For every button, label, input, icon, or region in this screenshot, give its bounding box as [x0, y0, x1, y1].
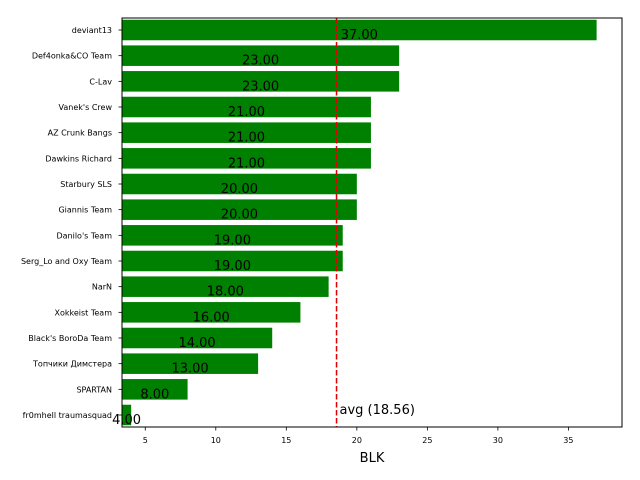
bar: [122, 148, 371, 169]
bar: [122, 19, 597, 41]
x-tick-label: 10: [211, 436, 221, 445]
bar-value-label: 16.00: [193, 310, 230, 325]
bar-value-label: 18.00: [207, 285, 244, 300]
value-labels-layer: 37.00 23.00 23.00 21.00 21.00 21.00 20.00 20.00…: [112, 28, 378, 428]
bar: [122, 379, 188, 400]
y-tick-label: AZ Crunk Bangs: [48, 129, 112, 138]
y-axis-ticks: deviant13 Def4onka&CO Team C-Lav Vanek's Cr…: [21, 26, 122, 420]
x-tick-label: 5: [143, 436, 148, 445]
plot-frame: [121, 17, 623, 428]
bar-value-label: 19.00: [214, 259, 251, 274]
bar: [122, 71, 400, 92]
bar-value-label: 20.00: [221, 182, 258, 197]
x-axis-ticks: 5 10 15 20 25 30 35: [143, 427, 573, 445]
y-tick-label: Dawkins Richard: [45, 154, 112, 163]
y-tick-label: Vanek's Crew: [59, 103, 113, 112]
bar-value-label: 21.00: [228, 156, 265, 171]
bar-value-label: 4.00: [112, 413, 141, 428]
bar-value-label: 21.00: [228, 131, 265, 146]
y-tick-label: Starbury SLS: [60, 180, 112, 189]
y-tick-label: Danilo's Team: [56, 231, 112, 240]
x-tick-label: 15: [281, 436, 291, 445]
y-tick-label: Def4onka&CO Team: [32, 52, 112, 61]
bar: [122, 45, 400, 66]
x-tick-label: 30: [493, 436, 503, 445]
bar: [122, 276, 329, 297]
bar-value-label: 23.00: [242, 54, 279, 69]
y-tick-label: Xokkeist Team: [55, 308, 113, 317]
bar: [122, 327, 273, 349]
bar-value-label: 20.00: [221, 208, 258, 223]
x-tick-label: 25: [422, 436, 432, 445]
y-tick-label: Топчики Димстера: [32, 360, 112, 369]
bar-value-label: 21.00: [228, 105, 265, 120]
bar: [122, 122, 371, 143]
bar-value-label: 8.00: [140, 387, 169, 402]
y-tick-label: SPARTAN: [76, 385, 112, 394]
bar: [122, 199, 357, 220]
bar: [122, 225, 343, 246]
y-tick-label: Serg_Lo and Oxy Team: [21, 257, 112, 266]
bar: [122, 173, 357, 195]
bar-value-label: 13.00: [171, 362, 208, 377]
bar-value-label: 19.00: [214, 233, 251, 248]
bar: [122, 302, 301, 323]
y-tick-label: Black's BoroDa Team: [28, 334, 112, 343]
bar-value-label: 37.00: [341, 28, 378, 43]
y-tick-label: deviant13: [72, 26, 112, 35]
average-label: avg (18.56): [340, 403, 415, 418]
bar: [122, 353, 259, 374]
bar: [122, 250, 343, 272]
x-tick-label: 20: [352, 436, 362, 445]
x-tick-label: 35: [563, 436, 573, 445]
y-tick-label: Giannis Team: [58, 206, 112, 215]
y-tick-label: NarN: [92, 283, 112, 292]
x-axis-title: BLK: [360, 451, 385, 466]
bar: [122, 96, 371, 118]
bars-layer: [122, 19, 597, 426]
y-tick-label: C-Lav: [89, 77, 112, 86]
bar: [122, 404, 132, 426]
bar-value-label: 23.00: [242, 79, 279, 94]
y-tick-label: fr0mhell traumasquad: [23, 411, 112, 420]
bar-value-label: 14.00: [178, 336, 215, 351]
